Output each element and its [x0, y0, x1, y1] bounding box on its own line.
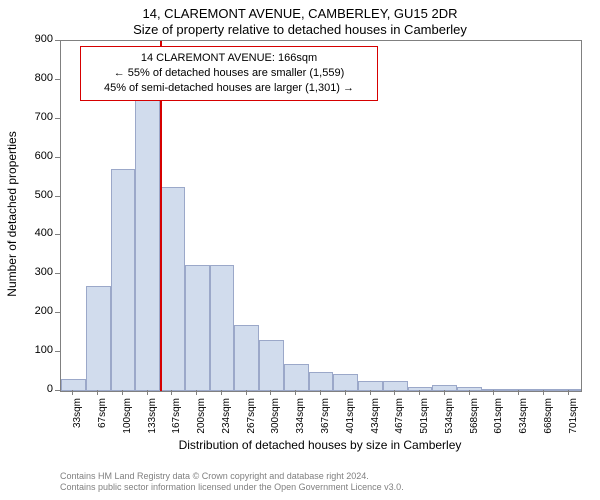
footer-line-2: Contains public sector information licen… [60, 482, 404, 494]
x-tick-mark [444, 390, 445, 395]
histogram-bar [185, 265, 210, 391]
x-tick-mark [295, 390, 296, 395]
histogram-bar [160, 187, 185, 391]
histogram-bar [457, 387, 482, 391]
x-tick-label: 467sqm [394, 398, 405, 438]
x-tick-mark [72, 390, 73, 395]
x-tick-mark [196, 390, 197, 395]
y-tick-label: 300 [25, 266, 53, 278]
chart-title-2: Size of property relative to detached ho… [0, 21, 600, 37]
x-tick-label: 367sqm [320, 398, 331, 438]
y-tick-label: 200 [25, 305, 53, 317]
x-tick-label: 167sqm [171, 398, 182, 438]
x-tick-mark [469, 390, 470, 395]
histogram-bar [284, 364, 309, 391]
y-tick-mark [55, 40, 60, 41]
x-tick-mark [147, 390, 148, 395]
x-tick-mark [320, 390, 321, 395]
y-tick-mark [55, 351, 60, 352]
histogram-bar [210, 265, 235, 391]
histogram-bar [61, 379, 86, 391]
x-tick-label: 634sqm [518, 398, 529, 438]
x-tick-mark [518, 390, 519, 395]
y-tick-mark [55, 312, 60, 313]
x-tick-mark [419, 390, 420, 395]
x-tick-mark [270, 390, 271, 395]
x-tick-label: 668sqm [543, 398, 554, 438]
histogram-bar [432, 385, 457, 391]
y-tick-mark [55, 118, 60, 119]
histogram-bar [86, 286, 111, 391]
histogram-bar [309, 372, 334, 391]
histogram-bar [259, 340, 284, 391]
histogram-bar [234, 325, 259, 391]
x-tick-label: 267sqm [246, 398, 257, 438]
x-tick-label: 334sqm [295, 398, 306, 438]
annotation-line-1: 14 CLAREMONT AVENUE: 166sqm [89, 51, 369, 66]
x-tick-mark [246, 390, 247, 395]
x-tick-label: 601sqm [493, 398, 504, 438]
x-tick-label: 701sqm [568, 398, 579, 438]
x-tick-mark [493, 390, 494, 395]
y-tick-label: 500 [25, 189, 53, 201]
annotation-line-2: ← 55% of detached houses are smaller (1,… [89, 66, 369, 81]
x-axis-label: Distribution of detached houses by size … [60, 438, 580, 452]
y-tick-label: 600 [25, 150, 53, 162]
x-tick-mark [543, 390, 544, 395]
x-tick-mark [171, 390, 172, 395]
x-tick-mark [221, 390, 222, 395]
histogram-bar [531, 389, 556, 391]
annotation-box: 14 CLAREMONT AVENUE: 166sqm ← 55% of det… [80, 46, 378, 101]
histogram-bar [135, 88, 160, 391]
histogram-bar [111, 169, 136, 391]
annotation-line-3: 45% of semi-detached houses are larger (… [89, 81, 369, 96]
x-tick-label: 534sqm [444, 398, 455, 438]
y-tick-label: 900 [25, 33, 53, 45]
x-tick-mark [97, 390, 98, 395]
y-tick-mark [55, 79, 60, 80]
x-tick-label: 300sqm [270, 398, 281, 438]
y-tick-label: 0 [25, 383, 53, 395]
x-tick-label: 401sqm [345, 398, 356, 438]
x-tick-label: 100sqm [122, 398, 133, 438]
x-tick-label: 234sqm [221, 398, 232, 438]
y-tick-label: 700 [25, 111, 53, 123]
x-tick-label: 501sqm [419, 398, 430, 438]
y-tick-mark [55, 157, 60, 158]
x-tick-label: 434sqm [370, 398, 381, 438]
footer-text: Contains HM Land Registry data © Crown c… [60, 471, 404, 494]
y-tick-mark [55, 273, 60, 274]
chart-title-1: 14, CLAREMONT AVENUE, CAMBERLEY, GU15 2D… [0, 0, 600, 21]
x-tick-mark [345, 390, 346, 395]
y-tick-label: 100 [25, 344, 53, 356]
x-tick-label: 33sqm [72, 398, 83, 438]
histogram-bar [333, 374, 358, 392]
x-tick-label: 67sqm [97, 398, 108, 438]
x-tick-mark [568, 390, 569, 395]
x-tick-label: 133sqm [147, 398, 158, 438]
y-axis-label: Number of detached properties [5, 114, 19, 314]
histogram-bar [556, 389, 581, 391]
y-tick-label: 400 [25, 227, 53, 239]
y-tick-mark [55, 196, 60, 197]
y-tick-label: 800 [25, 72, 53, 84]
histogram-bar [358, 381, 383, 391]
x-tick-label: 568sqm [469, 398, 480, 438]
y-tick-mark [55, 234, 60, 235]
y-tick-mark [55, 390, 60, 391]
x-tick-label: 200sqm [196, 398, 207, 438]
x-tick-mark [370, 390, 371, 395]
x-tick-mark [122, 390, 123, 395]
footer-line-1: Contains HM Land Registry data © Crown c… [60, 471, 404, 483]
x-tick-mark [394, 390, 395, 395]
